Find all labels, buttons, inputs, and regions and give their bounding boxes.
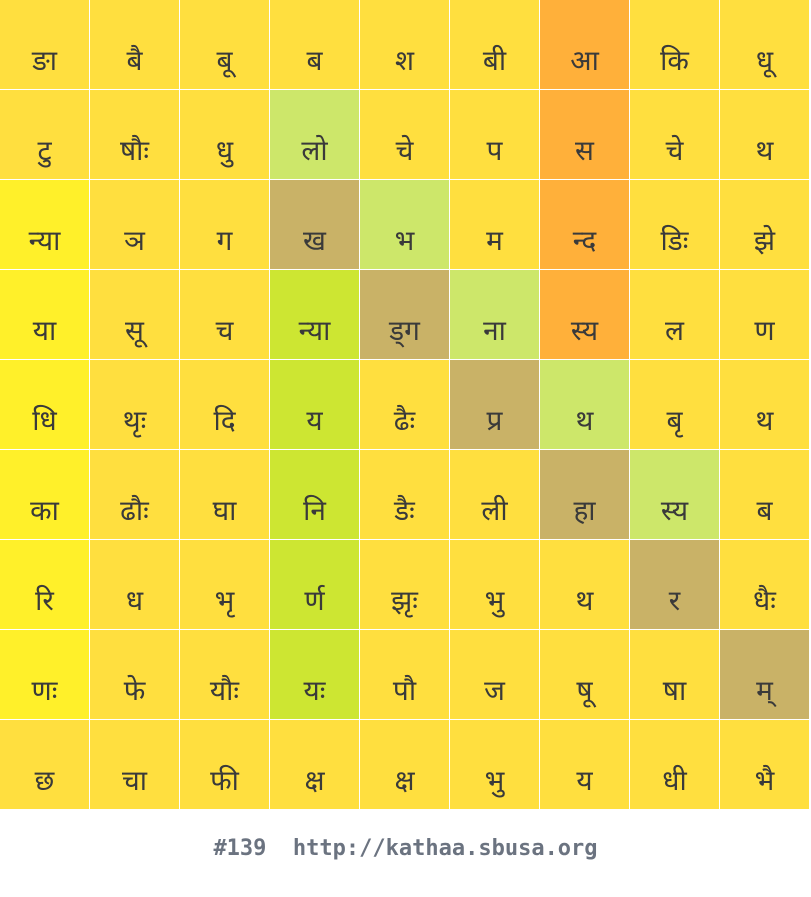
letter-grid: ङा बै बू ब श बी आ कि धू टु षौः धु लो चे प स चे थ न्या ञ ग ख भ म… <box>0 0 811 811</box>
grid-cell[interactable]: षा <box>630 630 719 719</box>
grid-cell[interactable]: आ <box>540 0 629 89</box>
grid-cell[interactable]: क्ष <box>360 720 449 809</box>
grid-cell[interactable]: लो <box>270 90 359 179</box>
grid-cell[interactable]: डिः <box>630 180 719 269</box>
grid-cell[interactable]: रि <box>0 540 89 629</box>
grid-cell[interactable]: फे <box>90 630 179 719</box>
grid-cell[interactable]: ब <box>720 450 809 539</box>
grid-cell[interactable]: ध <box>90 540 179 629</box>
grid-cell[interactable]: ड्ग <box>360 270 449 359</box>
grid-cell[interactable]: चे <box>630 90 719 179</box>
grid-cell[interactable]: थ <box>720 90 809 179</box>
grid-cell[interactable]: बी <box>450 0 539 89</box>
grid-cell[interactable]: म <box>450 180 539 269</box>
grid-cell[interactable]: स्य <box>540 270 629 359</box>
grid-cell[interactable]: चा <box>90 720 179 809</box>
grid-cell[interactable]: कि <box>630 0 719 89</box>
grid-cell[interactable]: स्य <box>630 450 719 539</box>
grid-cell[interactable]: स <box>540 90 629 179</box>
grid-cell[interactable]: च <box>180 270 269 359</box>
grid-cell[interactable]: हा <box>540 450 629 539</box>
grid-cell[interactable]: ढैः <box>360 360 449 449</box>
grid-cell[interactable]: भै <box>720 720 809 809</box>
grid-cell[interactable]: प <box>450 90 539 179</box>
grid-cell[interactable]: यः <box>270 630 359 719</box>
grid-cell[interactable]: बू <box>180 0 269 89</box>
grid-cell[interactable]: नि <box>270 450 359 539</box>
grid-cell[interactable]: फी <box>180 720 269 809</box>
grid-cell[interactable]: झृः <box>360 540 449 629</box>
grid-cell[interactable]: भ <box>360 180 449 269</box>
grid-cell[interactable]: दि <box>180 360 269 449</box>
grid-cell[interactable]: धू <box>720 0 809 89</box>
grid-cell[interactable]: श <box>360 0 449 89</box>
grid-cell[interactable]: डैः <box>360 450 449 539</box>
grid-cell[interactable]: म् <box>720 630 809 719</box>
grid-cell[interactable]: थ <box>540 360 629 449</box>
grid-cell[interactable]: झे <box>720 180 809 269</box>
grid-cell[interactable]: ल <box>630 270 719 359</box>
grid-cell[interactable]: षू <box>540 630 629 719</box>
grid-cell[interactable]: धैः <box>720 540 809 629</box>
grid-cell[interactable]: धि <box>0 360 89 449</box>
grid-cell[interactable]: ब <box>270 0 359 89</box>
grid-cell[interactable]: चे <box>360 90 449 179</box>
grid-cell[interactable]: का <box>0 450 89 539</box>
grid-cell[interactable]: ण <box>720 270 809 359</box>
grid-cell[interactable]: टु <box>0 90 89 179</box>
grid-cell[interactable]: छ <box>0 720 89 809</box>
grid-cell[interactable]: णः <box>0 630 89 719</box>
grid-cell[interactable]: यौः <box>180 630 269 719</box>
grid-cell[interactable]: य <box>540 720 629 809</box>
grid-cell[interactable]: न्या <box>270 270 359 359</box>
grid-cell[interactable]: बृ <box>630 360 719 449</box>
grid-cell[interactable]: र <box>630 540 719 629</box>
grid-cell[interactable]: न्द <box>540 180 629 269</box>
grid-cell[interactable]: भु <box>450 540 539 629</box>
grid-cell[interactable]: धी <box>630 720 719 809</box>
grid-cell[interactable]: प्र <box>450 360 539 449</box>
grid-cell[interactable]: ञ <box>90 180 179 269</box>
grid-cell[interactable]: र्ण <box>270 540 359 629</box>
grid-cell[interactable]: षौः <box>90 90 179 179</box>
grid-cell[interactable]: सू <box>90 270 179 359</box>
grid-cell[interactable]: य <box>270 360 359 449</box>
grid-cell[interactable]: भु <box>450 720 539 809</box>
grid-cell[interactable]: ख <box>270 180 359 269</box>
grid-cell[interactable]: न्या <box>0 180 89 269</box>
grid-cell[interactable]: ज <box>450 630 539 719</box>
grid-cell[interactable]: या <box>0 270 89 359</box>
grid-cell[interactable]: पौ <box>360 630 449 719</box>
grid-cell[interactable]: ली <box>450 450 539 539</box>
grid-cell[interactable]: थ <box>540 540 629 629</box>
grid-cell[interactable]: थ <box>720 360 809 449</box>
puzzle-footer: #139 http://kathaa.sbusa.org <box>213 836 598 861</box>
grid-cell[interactable]: बै <box>90 0 179 89</box>
grid-cell[interactable]: घा <box>180 450 269 539</box>
grid-cell[interactable]: क्ष <box>270 720 359 809</box>
grid-cell[interactable]: थृः <box>90 360 179 449</box>
grid-cell[interactable]: भृ <box>180 540 269 629</box>
grid-cell[interactable]: ङा <box>0 0 89 89</box>
grid-cell[interactable]: ढौः <box>90 450 179 539</box>
grid-cell[interactable]: धु <box>180 90 269 179</box>
grid-cell[interactable]: ग <box>180 180 269 269</box>
grid-cell[interactable]: ना <box>450 270 539 359</box>
